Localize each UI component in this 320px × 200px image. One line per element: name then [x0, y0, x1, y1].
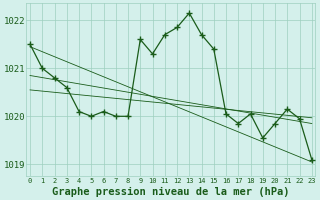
X-axis label: Graphe pression niveau de la mer (hPa): Graphe pression niveau de la mer (hPa)	[52, 186, 290, 197]
